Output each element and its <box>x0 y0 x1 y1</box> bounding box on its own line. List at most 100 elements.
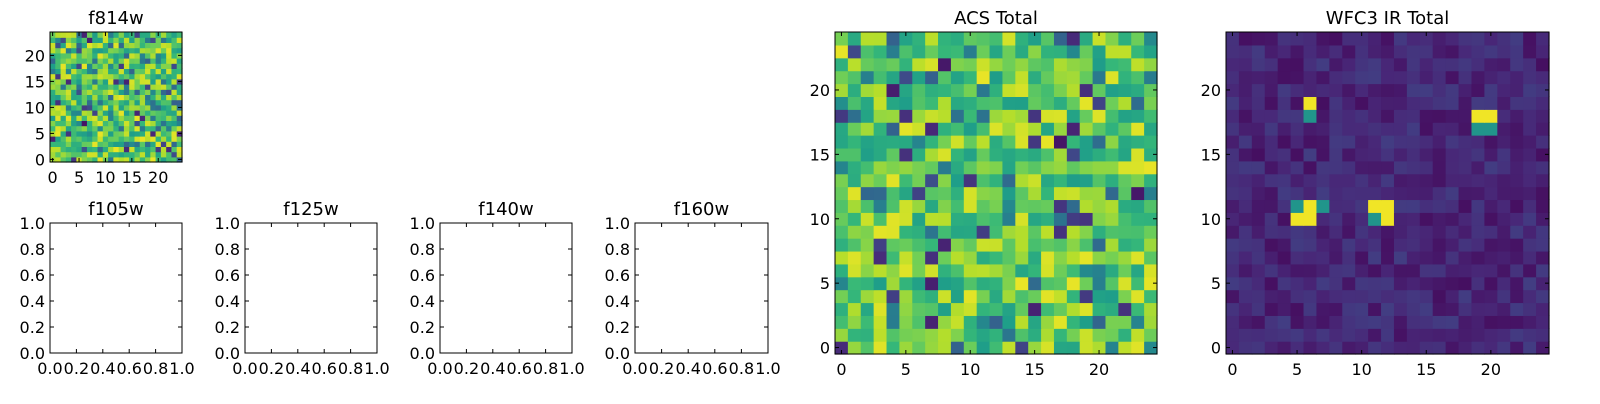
panel-wfc3-ir-total-xtick-label: 5 <box>1292 360 1302 379</box>
panel-acs-total-cell <box>1118 225 1132 239</box>
panel-acs-total-cell <box>1028 315 1042 329</box>
panel-wfc3-ir-total-cell <box>1458 32 1473 46</box>
panel-acs-total-cell <box>1015 238 1029 252</box>
panel-acs-total-cell <box>1002 199 1016 213</box>
panel-f814w-cell <box>155 125 162 132</box>
panel-acs-total-cell <box>1092 315 1107 329</box>
panel-acs-total-cell <box>1028 238 1042 252</box>
panel-acs-total-cell <box>925 225 939 239</box>
panel-f814w-cell <box>123 37 130 43</box>
panel-wfc3-ir-total-ytick-label: 10 <box>1201 210 1221 229</box>
panel-wfc3-ir-total-xtick-label: 0 <box>1227 360 1237 379</box>
panel-wfc3-ir-total-cell <box>1523 250 1537 265</box>
panel-wfc3-ir-total-cell <box>1497 83 1511 97</box>
panel-wfc3-ir-total-cell <box>1458 276 1473 291</box>
panel-acs-total-cell <box>1002 122 1016 136</box>
panel-wfc3-ir-total-cell <box>1290 32 1305 46</box>
panel-acs-total-cell <box>976 186 991 201</box>
panel-wfc3-ir-total-cell <box>1536 225 1550 239</box>
panel-f814w-cell <box>129 125 136 132</box>
panel-f814w-cell <box>139 146 146 153</box>
panel-wfc3-ir-total-cell <box>1226 289 1240 304</box>
panel-wfc3-ir-total-cell <box>1432 109 1447 123</box>
panel-wfc3-ir-total-cell <box>1419 199 1434 213</box>
panel-f105w-xtick-label: 1.0 <box>169 359 194 378</box>
panel-f814w-cell <box>134 141 141 147</box>
panel-acs-total-cell <box>963 250 978 265</box>
panel-acs-total-cell <box>835 276 849 291</box>
panel-acs-total-cell <box>1053 199 1068 213</box>
panel-wfc3-ir-total-cell <box>1381 44 1395 59</box>
panel-acs-total-cell <box>1015 263 1029 278</box>
panel-f814w-cell <box>145 115 151 121</box>
panel-f814w-cell <box>76 99 83 106</box>
panel-f160w-title: f160w <box>674 199 729 220</box>
panel-f814w-cell <box>171 151 178 158</box>
panel-wfc3-ir-total-cell <box>1393 302 1408 316</box>
panel-acs-total-cell <box>1105 225 1119 239</box>
panel-acs-total-cell <box>899 341 913 355</box>
panel-f814w-cell <box>118 104 125 111</box>
panel-f814w-cell <box>160 52 167 59</box>
panel-wfc3-ir-total-cell <box>1393 122 1408 136</box>
panel-wfc3-ir-total-cell <box>1458 96 1473 110</box>
panel-acs-total-cell <box>1066 328 1081 342</box>
panel-wfc3-ir-total-cell <box>1445 57 1460 72</box>
panel-acs-total-cell <box>989 32 1004 46</box>
panel-wfc3-ir-total-cell <box>1406 186 1421 201</box>
panel-wfc3-ir-total-cell <box>1290 289 1305 304</box>
panel-wfc3-ir-total-cell <box>1264 122 1279 136</box>
panel-f125w-ytick-label: 1.0 <box>215 214 240 233</box>
panel-f814w-cell <box>145 151 151 158</box>
panel-acs-total-cell <box>976 263 991 278</box>
panel-wfc3-ir-total-cell <box>1264 276 1279 291</box>
panel-f814w-cell <box>60 99 67 106</box>
panel-acs-total-cell <box>1118 173 1132 188</box>
panel-acs-total-cell <box>886 44 900 59</box>
panel-f814w-cell <box>108 115 114 121</box>
panel-wfc3-ir-total-cell <box>1381 70 1395 85</box>
panel-f814w-cell <box>150 63 157 69</box>
panel-acs-total-cell <box>1131 109 1145 123</box>
panel-acs-total-cell <box>1053 135 1068 149</box>
panel-acs-total-cell <box>1053 32 1068 46</box>
panel-wfc3-ir-total-cell <box>1523 199 1537 213</box>
panel-f814w-cell <box>65 42 72 49</box>
panel-acs-total-cell <box>989 96 1004 110</box>
panel-wfc3-ir-total-cell <box>1303 289 1318 304</box>
panel-f814w-cell <box>55 99 62 106</box>
panel-wfc3-ir-total-cell <box>1471 315 1485 329</box>
panel-f814w-cell <box>155 47 162 54</box>
panel-acs-total-cell <box>1079 341 1094 355</box>
panel-acs-total-cell <box>912 186 926 201</box>
panel-f814w-cell <box>129 63 136 69</box>
panel-acs-total-cell <box>1144 186 1158 201</box>
panel-f814w-cell <box>65 94 72 101</box>
panel-wfc3-ir-total-cell <box>1393 173 1408 188</box>
panel-f814w-cell <box>102 68 109 75</box>
panel-wfc3-ir-total-cell <box>1432 199 1447 213</box>
panel-f814w-cell <box>166 84 173 90</box>
panel-acs-total-cell <box>1066 57 1081 72</box>
panel-f814w-cell <box>176 125 183 132</box>
panel-acs-total-cell <box>835 263 849 278</box>
panel-acs-total-cell <box>1092 328 1107 342</box>
panel-wfc3-ir-total-cell <box>1329 276 1343 291</box>
panel-acs-total-cell <box>950 109 965 123</box>
panel-acs-total-cell <box>989 328 1004 342</box>
panel-acs-total-cell <box>1002 186 1016 201</box>
panel-wfc3-ir-total-cell <box>1536 212 1550 226</box>
panel-wfc3-ir-total-cell <box>1523 70 1537 85</box>
panel-f814w-cell <box>60 73 67 80</box>
panel-acs-total-cell <box>950 341 965 355</box>
panel-acs-total-cell <box>950 212 965 226</box>
panel-acs-total-cell <box>1041 289 1055 304</box>
panel-acs-total-cell <box>1041 44 1055 59</box>
panel-wfc3-ir-total-cell <box>1523 83 1537 97</box>
panel-f140w-ytick-label: 0.6 <box>410 266 435 285</box>
panel-acs-total-ytick-label: 15 <box>810 145 830 164</box>
panel-wfc3-ir-total-cell <box>1238 212 1253 226</box>
panel-wfc3-ir-total-cell <box>1290 225 1305 239</box>
panel-f814w-cell <box>139 94 146 101</box>
